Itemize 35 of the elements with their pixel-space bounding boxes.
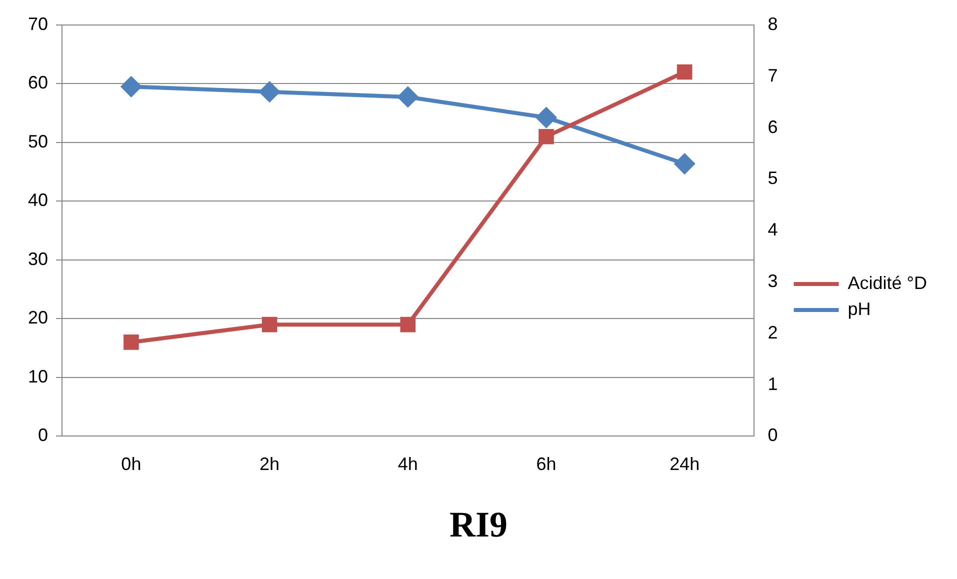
x-tick-label: 2h xyxy=(260,454,280,474)
y2-tick-label: 8 xyxy=(768,14,778,34)
y-tick-label: 20 xyxy=(28,308,48,328)
legend-label: pH xyxy=(848,298,871,319)
y-tick-label: 10 xyxy=(28,366,48,386)
point xyxy=(536,108,556,128)
x-tick-label: 4h xyxy=(398,454,418,474)
point xyxy=(124,334,139,350)
y2-tick-label: 6 xyxy=(768,116,778,137)
point xyxy=(260,82,280,102)
y2-tick-label: 5 xyxy=(768,168,778,188)
y-tick-label: 40 xyxy=(28,190,48,210)
point xyxy=(676,64,692,80)
point xyxy=(674,154,695,174)
text: RI9 xyxy=(449,504,508,545)
y2-tick-label: 4 xyxy=(768,220,778,240)
y-tick-label: 60 xyxy=(28,72,48,93)
point xyxy=(121,76,142,97)
x-tick-label: 24h xyxy=(670,454,700,474)
y2-tick-label: 1 xyxy=(768,374,778,394)
y-tick-label: 50 xyxy=(28,131,48,152)
x-tick-label: 0h xyxy=(121,454,142,474)
y2-tick-label: 3 xyxy=(768,270,778,291)
legend-label: Acidité °D xyxy=(848,272,928,293)
y2-tick-label: 0 xyxy=(768,425,778,446)
y2-tick-label: 7 xyxy=(768,65,778,86)
y2-tick-label: 2 xyxy=(768,322,778,342)
point xyxy=(538,128,554,144)
x-tick-label: 6h xyxy=(536,454,556,474)
y-tick-label: 30 xyxy=(28,248,48,269)
y-tick-label: 70 xyxy=(28,14,48,34)
point xyxy=(262,316,278,332)
y-tick-label: 0 xyxy=(38,425,48,446)
point xyxy=(400,316,416,332)
point xyxy=(398,86,418,107)
